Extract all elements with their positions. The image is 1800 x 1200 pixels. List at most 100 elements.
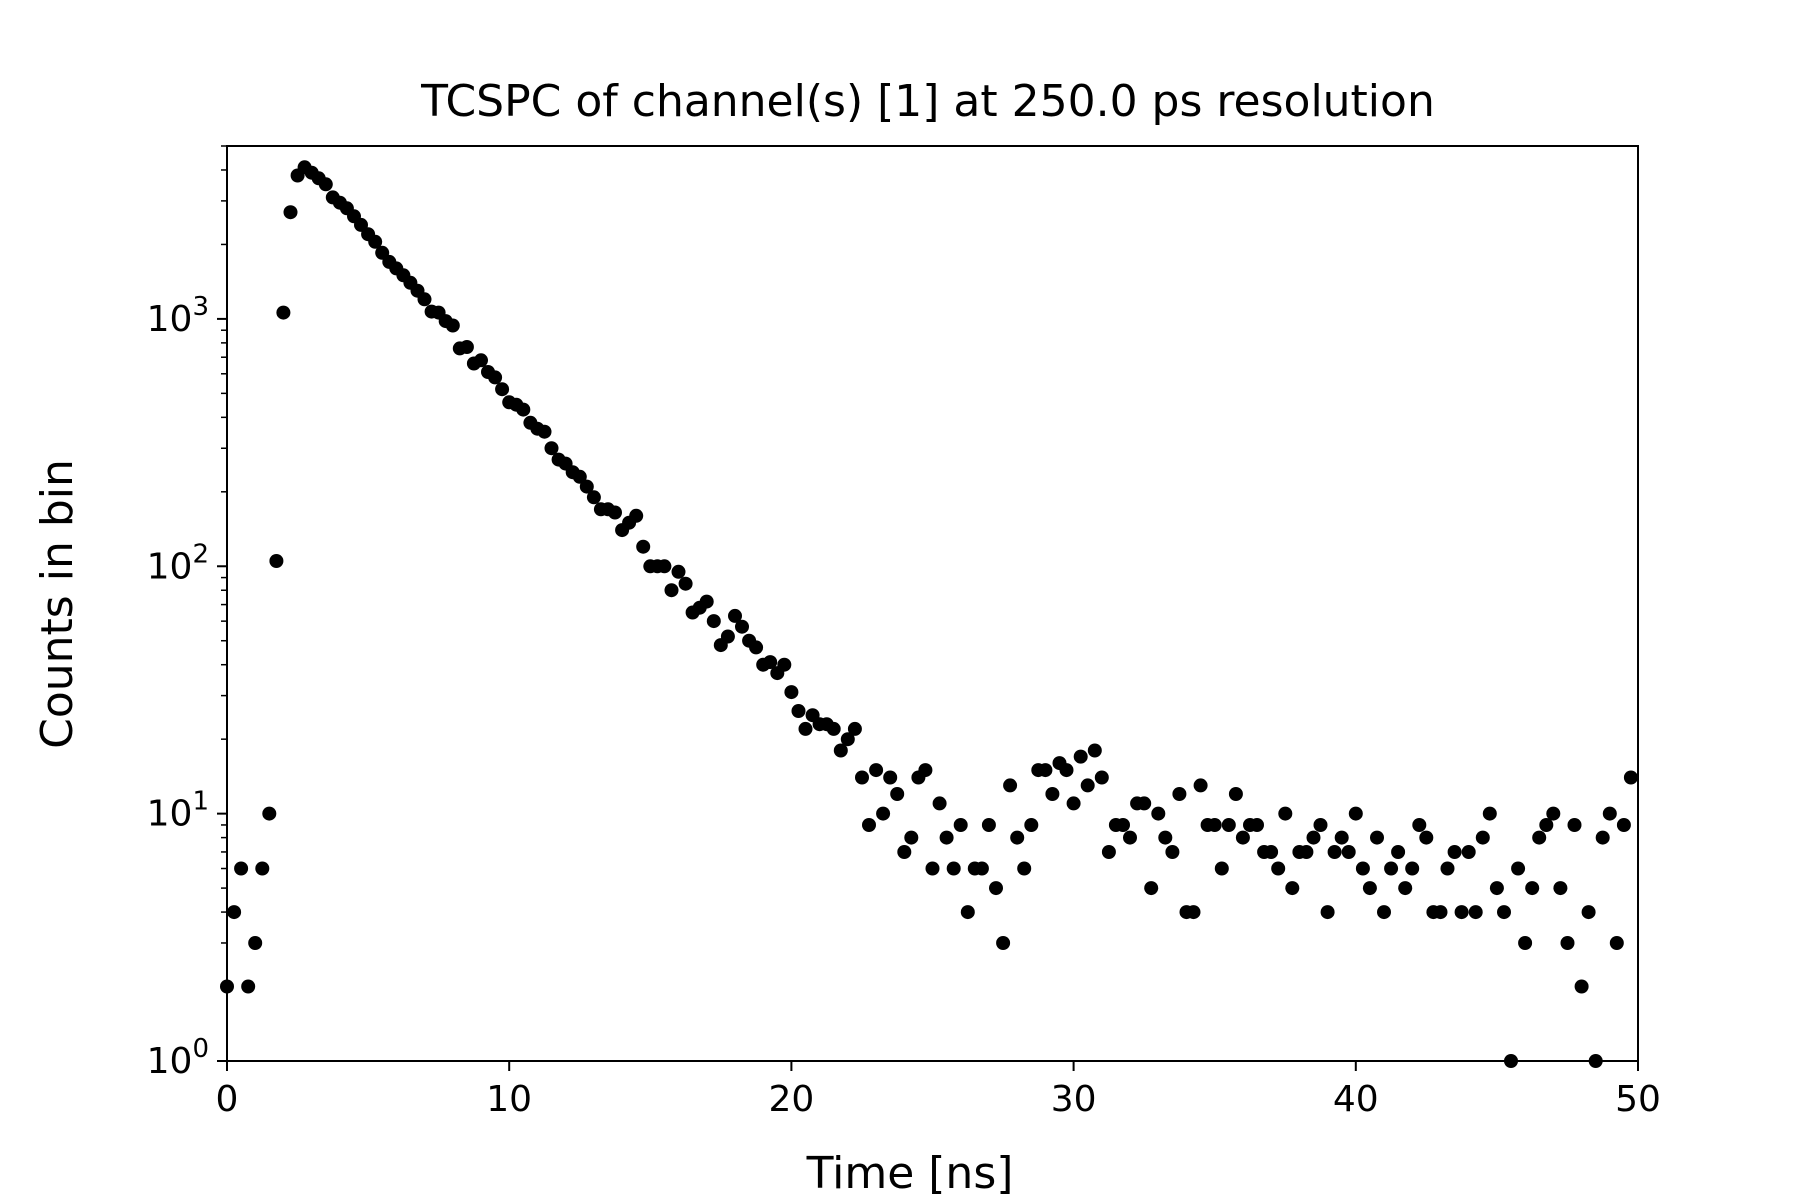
- data-point: [960, 905, 975, 920]
- data-point: [1010, 830, 1025, 845]
- data-point: [840, 732, 855, 747]
- data-point: [516, 402, 531, 417]
- x-tick-label: 0: [216, 1079, 239, 1120]
- data-point: [1362, 881, 1377, 896]
- data-point: [1278, 806, 1293, 821]
- data-point: [918, 763, 933, 778]
- data-point: [227, 905, 242, 920]
- data-point: [932, 796, 947, 811]
- x-tick-label: 40: [1333, 1079, 1379, 1120]
- data-point: [1341, 845, 1356, 859]
- data-point: [1468, 905, 1483, 920]
- data-point: [1151, 806, 1166, 821]
- data-point: [1412, 818, 1427, 832]
- data-point: [1546, 806, 1561, 821]
- data-point: [1539, 818, 1554, 832]
- data-point: [1101, 845, 1116, 859]
- x-tick-label: 50: [1615, 1079, 1661, 1120]
- data-point: [1419, 830, 1434, 845]
- data-point: [276, 305, 291, 320]
- data-point: [1581, 905, 1596, 920]
- data-point: [798, 721, 813, 736]
- y-tick-label: 100: [147, 1034, 209, 1082]
- data-point: [368, 234, 383, 249]
- y-axis-label: Counts in bin: [32, 459, 83, 749]
- data-point: [1595, 830, 1610, 845]
- x-axis-ticks: 0 10 20 30 40 50: [216, 1061, 1661, 1120]
- data-point: [1370, 830, 1384, 845]
- data-point: [1405, 861, 1420, 876]
- x-tick-label: 20: [768, 1079, 814, 1120]
- data-point: [847, 721, 862, 736]
- data-point: [445, 318, 460, 333]
- data-point: [904, 830, 919, 845]
- data-point: [883, 770, 898, 785]
- data-point: [1391, 845, 1406, 859]
- data-point: [488, 370, 503, 385]
- data-point: [241, 979, 256, 994]
- data-point: [1623, 770, 1638, 785]
- data-point: [890, 787, 905, 801]
- data-point: [1532, 830, 1547, 845]
- data-point: [283, 205, 298, 220]
- data-point: [1320, 905, 1335, 920]
- data-point: [1454, 905, 1469, 920]
- data-point: [735, 619, 749, 634]
- data-point: [1553, 881, 1568, 896]
- data-points: [220, 160, 1638, 1068]
- data-point: [1384, 861, 1399, 876]
- y-tick-label: 102: [147, 539, 209, 587]
- data-point: [608, 505, 622, 520]
- data-point: [572, 469, 587, 484]
- data-point: [1440, 861, 1455, 876]
- data-point: [749, 640, 764, 655]
- data-point: [939, 830, 954, 845]
- data-point: [1299, 845, 1314, 859]
- data-point: [728, 608, 742, 623]
- x-tick-label: 30: [1051, 1079, 1097, 1120]
- data-point: [474, 353, 488, 368]
- data-point: [1038, 763, 1053, 778]
- data-point: [791, 704, 806, 718]
- y-tick-label: 103: [147, 292, 209, 340]
- data-point: [636, 539, 651, 554]
- data-point: [1137, 796, 1152, 811]
- data-point: [1221, 818, 1236, 832]
- data-point: [1588, 1054, 1603, 1068]
- data-point: [706, 614, 721, 629]
- data-point: [671, 564, 686, 579]
- data-point: [1560, 936, 1575, 950]
- data-point: [1504, 1054, 1518, 1068]
- data-point: [981, 818, 996, 832]
- data-point: [234, 861, 249, 876]
- data-point: [255, 861, 270, 876]
- data-point: [1574, 979, 1589, 994]
- chart-title: TCSPC of channel(s) [1] at 250.0 ps reso…: [420, 76, 1435, 127]
- data-point: [869, 763, 884, 778]
- data-point: [720, 629, 735, 644]
- data-point: [586, 490, 601, 505]
- data-point: [629, 508, 644, 523]
- data-point: [318, 177, 333, 192]
- data-point: [1567, 818, 1582, 832]
- data-point: [1482, 806, 1497, 821]
- data-point: [1398, 881, 1413, 896]
- data-point: [1327, 845, 1342, 859]
- data-point: [1165, 845, 1180, 859]
- data-point: [1433, 905, 1448, 920]
- data-point: [1602, 806, 1617, 821]
- data-point: [1306, 830, 1321, 845]
- data-point: [417, 292, 432, 307]
- plot-area: [226, 145, 1639, 1062]
- data-point: [1285, 881, 1300, 896]
- data-point: [1609, 936, 1624, 950]
- data-point: [1214, 861, 1229, 876]
- data-point: [1207, 818, 1222, 832]
- x-axis-label: Time [ns]: [806, 1148, 1014, 1199]
- data-point: [1264, 845, 1279, 859]
- data-point: [1123, 830, 1137, 845]
- data-point: [925, 861, 940, 876]
- data-point: [876, 806, 891, 821]
- data-point: [262, 806, 277, 821]
